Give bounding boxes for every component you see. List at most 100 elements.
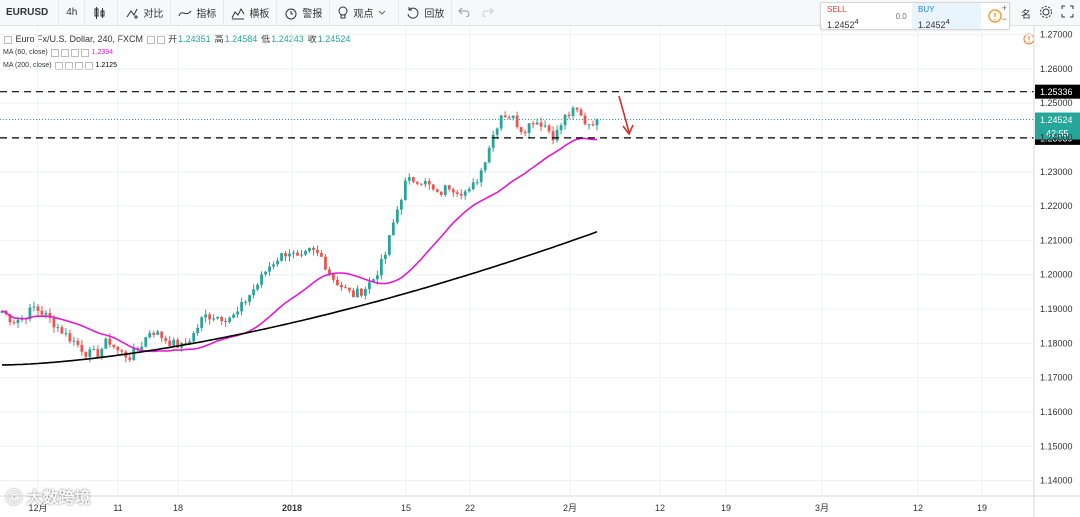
candle-body: [108, 338, 112, 345]
candle-body: [320, 252, 323, 257]
candle-body: [28, 307, 32, 320]
candle-body: [44, 312, 48, 315]
candle-body: [543, 125, 547, 127]
candle-body: [208, 314, 212, 320]
candle-body: [371, 279, 375, 283]
settings-button[interactable]: [1039, 5, 1053, 22]
candle-body: [192, 333, 196, 342]
zoom-plus-button[interactable]: +: [1001, 3, 1007, 13]
x-tick-label: 12月: [28, 503, 47, 513]
candle-body: [0, 310, 4, 313]
high-value: 1.24584: [224, 34, 258, 44]
candle-body: [184, 342, 188, 344]
chart-style-button[interactable]: [85, 0, 119, 26]
trade-info-button[interactable]: [981, 3, 1009, 29]
gear-icon: [1040, 5, 1052, 18]
legend-settings-button[interactable]: [156, 35, 165, 44]
zoom-minus-button[interactable]: −: [1001, 14, 1007, 24]
chart-grid: [0, 26, 1034, 496]
price-level-label: 1.25336: [1040, 87, 1073, 97]
candle-body: [236, 311, 240, 315]
ma200-line: [2, 231, 598, 366]
candle-body: [328, 269, 331, 275]
y-tick-label: 1.27000: [1040, 30, 1073, 40]
y-tick-label: 1.26000: [1040, 64, 1073, 74]
candle-body: [363, 289, 367, 296]
candle-body: [547, 125, 551, 132]
candle-body: [527, 123, 531, 134]
collapse-legend-button[interactable]: [4, 35, 12, 44]
candle-body: [515, 115, 519, 128]
symbol-search[interactable]: EURUSD: [0, 0, 60, 26]
candle-body: [156, 331, 160, 335]
x-tick-label: 12: [913, 503, 923, 513]
candle-body: [324, 256, 327, 270]
current-price-label: 1.24524: [1040, 115, 1073, 125]
close-value: 1.24524: [317, 34, 351, 44]
sell-button[interactable]: SELL 1.24524: [821, 3, 890, 30]
y-tick-label: 1.15000: [1040, 441, 1073, 451]
alert-label: 警报: [302, 9, 323, 20]
candle-body: [212, 318, 216, 320]
candle-body: [88, 349, 92, 357]
moving-average-layer: [1, 137, 598, 366]
undo-icon: [458, 7, 470, 18]
candle-body: [531, 123, 535, 125]
candle-body: [172, 339, 176, 346]
ma60-eye-button[interactable]: [50, 48, 59, 57]
interval-selector[interactable]: 4h: [59, 0, 86, 26]
candle-body: [8, 314, 12, 323]
buy-label: BUY: [918, 5, 935, 14]
sell-label: SELL: [827, 5, 847, 14]
ma60-line: [1, 137, 598, 353]
sell-price-sup: 4: [854, 17, 859, 26]
candle-body: [427, 180, 431, 185]
x-tick-label: 15: [401, 503, 411, 513]
templates-label: 横板: [249, 9, 270, 20]
candle-body: [419, 183, 423, 185]
candle-body: [359, 288, 363, 296]
legend-eye-button[interactable]: [146, 35, 155, 44]
candle-body: [344, 287, 347, 289]
trade-zoom[interactable]: + −: [1002, 3, 1007, 25]
candle-body: [308, 247, 311, 252]
candle-body: [340, 285, 343, 288]
ideas-button[interactable]: 观点: [330, 0, 400, 26]
candle-body: [567, 114, 571, 116]
candle-body: [232, 314, 236, 318]
candle-body: [120, 350, 124, 352]
ma60-more-button[interactable]: [80, 48, 89, 57]
undo-button[interactable]: [452, 5, 476, 20]
candle-body: [411, 177, 415, 182]
candle-body: [352, 290, 355, 298]
candle-body: [76, 340, 80, 345]
ma60-label: MA (60, close): [3, 49, 48, 56]
y-tick-label: 1.21000: [1040, 235, 1073, 245]
indicators-button[interactable]: 指标: [171, 0, 225, 26]
candle-body: [491, 134, 495, 148]
candle-body: [451, 189, 455, 193]
compare-button[interactable]: 对比: [118, 0, 172, 26]
ma60-settings-button[interactable]: [60, 48, 69, 57]
candle-body: [435, 189, 439, 192]
candle-body: [92, 349, 96, 351]
candle-body: [415, 181, 419, 184]
candle-body: [52, 317, 56, 328]
fullscreen-button[interactable]: [1061, 5, 1074, 21]
candle-body: [399, 199, 403, 210]
candle-body: [140, 346, 144, 350]
indicators-icon: [178, 10, 192, 16]
candle-body: [423, 180, 427, 185]
replay-button[interactable]: 回放: [399, 0, 453, 26]
redo-button[interactable]: [476, 5, 500, 20]
candle-body: [336, 279, 339, 286]
spread-value: 0.0: [895, 11, 907, 21]
buy-button[interactable]: BUY 1.24524: [912, 3, 982, 30]
candle-body: [112, 344, 116, 347]
candle-body: [284, 253, 287, 257]
ma60-close-button[interactable]: [70, 48, 79, 57]
templates-button[interactable]: 横板: [224, 0, 278, 26]
alert-button[interactable]: 警报: [277, 0, 331, 26]
